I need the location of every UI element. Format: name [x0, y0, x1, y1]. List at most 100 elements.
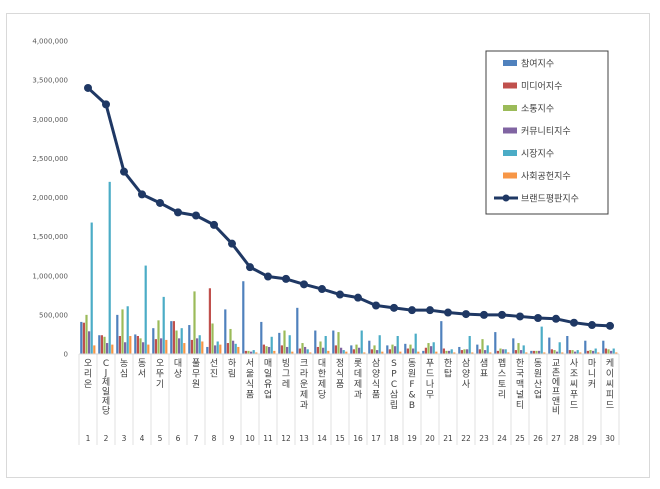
- bar-소통지수-25: [517, 343, 520, 354]
- bar-소통지수-8: [211, 323, 214, 354]
- bar-참여지수-22: [458, 346, 461, 354]
- x-category-char: 케: [606, 358, 614, 369]
- line-point-14: [318, 285, 326, 294]
- bar-사회공헌지수-21: [453, 352, 456, 354]
- x-rank-label: 15: [335, 434, 345, 443]
- x-rank-label: 13: [299, 434, 309, 443]
- bar-커뮤니티지수-16: [358, 347, 361, 354]
- line-point-13: [300, 280, 308, 289]
- x-rank-label: 17: [371, 434, 381, 443]
- line-point-18: [390, 303, 398, 312]
- x-rank-label: 14: [317, 434, 327, 443]
- x-category-char: 과: [300, 400, 308, 411]
- x-rank-label: 29: [587, 434, 597, 443]
- line-point-6: [174, 208, 182, 217]
- x-category-label: 동서: [138, 358, 146, 380]
- x-rank-label: 21: [443, 434, 453, 443]
- bar-커뮤니티지수-17: [376, 350, 379, 354]
- x-category-char: 오: [156, 358, 164, 369]
- x-rank-label: 26: [533, 434, 543, 443]
- x-rank-label: 9: [230, 434, 235, 443]
- bar-사회공헌지수-27: [561, 352, 564, 354]
- bar-사회공헌지수-24: [507, 352, 510, 354]
- bar-커뮤니티지수-29: [592, 350, 595, 354]
- line-point-28: [570, 318, 578, 327]
- line-point-24: [498, 310, 506, 319]
- bar-참여지수-9: [224, 309, 227, 354]
- x-category-char: 삼: [372, 358, 380, 369]
- bar-사회공헌지수-10: [255, 352, 258, 354]
- x-category-char: S: [391, 359, 397, 369]
- bar-참여지수-13: [296, 307, 299, 354]
- legend-line-marker: [502, 194, 510, 202]
- bar-참여지수-7: [188, 325, 191, 354]
- x-category-char: 풀: [192, 358, 200, 369]
- x-category-char: 기: [156, 379, 164, 390]
- bar-커뮤니티지수-24: [502, 349, 505, 354]
- x-rank-label: 2: [104, 434, 109, 443]
- bar-미디어지수-3: [118, 336, 121, 354]
- x-category-char: 동: [408, 358, 416, 369]
- bar-참여지수-3: [116, 314, 119, 354]
- x-category-char: 씨: [570, 379, 578, 390]
- bar-참여지수-18: [386, 345, 389, 354]
- bar-소통지수-20: [427, 343, 430, 354]
- x-category-char: 롯: [354, 358, 362, 369]
- y-tick-label: 4,000,000: [32, 38, 68, 46]
- x-category-label: 오뚜기: [156, 358, 164, 390]
- bar-사회공헌지수-13: [309, 352, 312, 354]
- x-rank-label: 25: [515, 434, 525, 443]
- bar-시장지수-10: [252, 350, 255, 354]
- bar-참여지수-28: [566, 336, 569, 354]
- x-category-char: 널: [516, 390, 524, 401]
- x-category-char: 업: [264, 390, 272, 401]
- x-rank-label: 16: [353, 434, 363, 443]
- line-point-27: [552, 314, 560, 323]
- bar-참여지수-4: [134, 334, 137, 354]
- bar-시장지수-30: [612, 348, 615, 354]
- line-point-5: [156, 198, 164, 207]
- x-category-char: 앤: [552, 396, 560, 407]
- x-category-char: &: [408, 391, 415, 401]
- line-point-12: [282, 274, 290, 283]
- bar-커뮤니티지수-22: [466, 349, 469, 354]
- x-category-char: 드: [426, 370, 434, 380]
- x-category-char: 업: [534, 390, 542, 401]
- bar-사회공헌지수-7: [201, 341, 204, 354]
- x-category-char: 삼: [390, 390, 398, 401]
- x-category-char: 양: [372, 369, 380, 380]
- bar-시장지수-17: [378, 335, 381, 354]
- bar-커뮤니티지수-20: [430, 346, 433, 354]
- legend-swatch: [503, 60, 517, 66]
- bar-소통지수-23: [481, 339, 484, 354]
- bar-커뮤니티지수-8: [214, 345, 217, 354]
- bar-참여지수-23: [476, 344, 479, 354]
- bar-소통지수-17: [373, 345, 376, 354]
- line-point-7: [192, 211, 200, 220]
- bar-커뮤니티지수-28: [574, 351, 577, 354]
- bar-커뮤니티지수-1: [88, 331, 91, 354]
- legend-label: 사회공헌지수: [521, 171, 571, 182]
- bar-커뮤니티지수-14: [322, 347, 325, 354]
- bar-미디어지수-11: [262, 344, 265, 354]
- x-rank-label: 22: [461, 434, 471, 443]
- x-category-char: C: [391, 380, 397, 390]
- bar-참여지수-14: [314, 330, 317, 354]
- x-category-char: 온: [84, 379, 92, 390]
- x-category-char: 한: [444, 358, 452, 369]
- line-point-15: [336, 290, 344, 299]
- x-category-char: 국: [516, 369, 524, 380]
- x-category-char: 촌: [552, 368, 560, 379]
- bar-커뮤니티지수-9: [232, 340, 235, 354]
- bar-미디어지수-24: [496, 350, 499, 354]
- bar-소통지수-15: [337, 332, 340, 354]
- x-category-char: 립: [390, 400, 398, 411]
- x-category-char: 서: [138, 369, 146, 380]
- bar-소통지수-11: [265, 346, 268, 354]
- x-category-char: 삼: [462, 358, 470, 369]
